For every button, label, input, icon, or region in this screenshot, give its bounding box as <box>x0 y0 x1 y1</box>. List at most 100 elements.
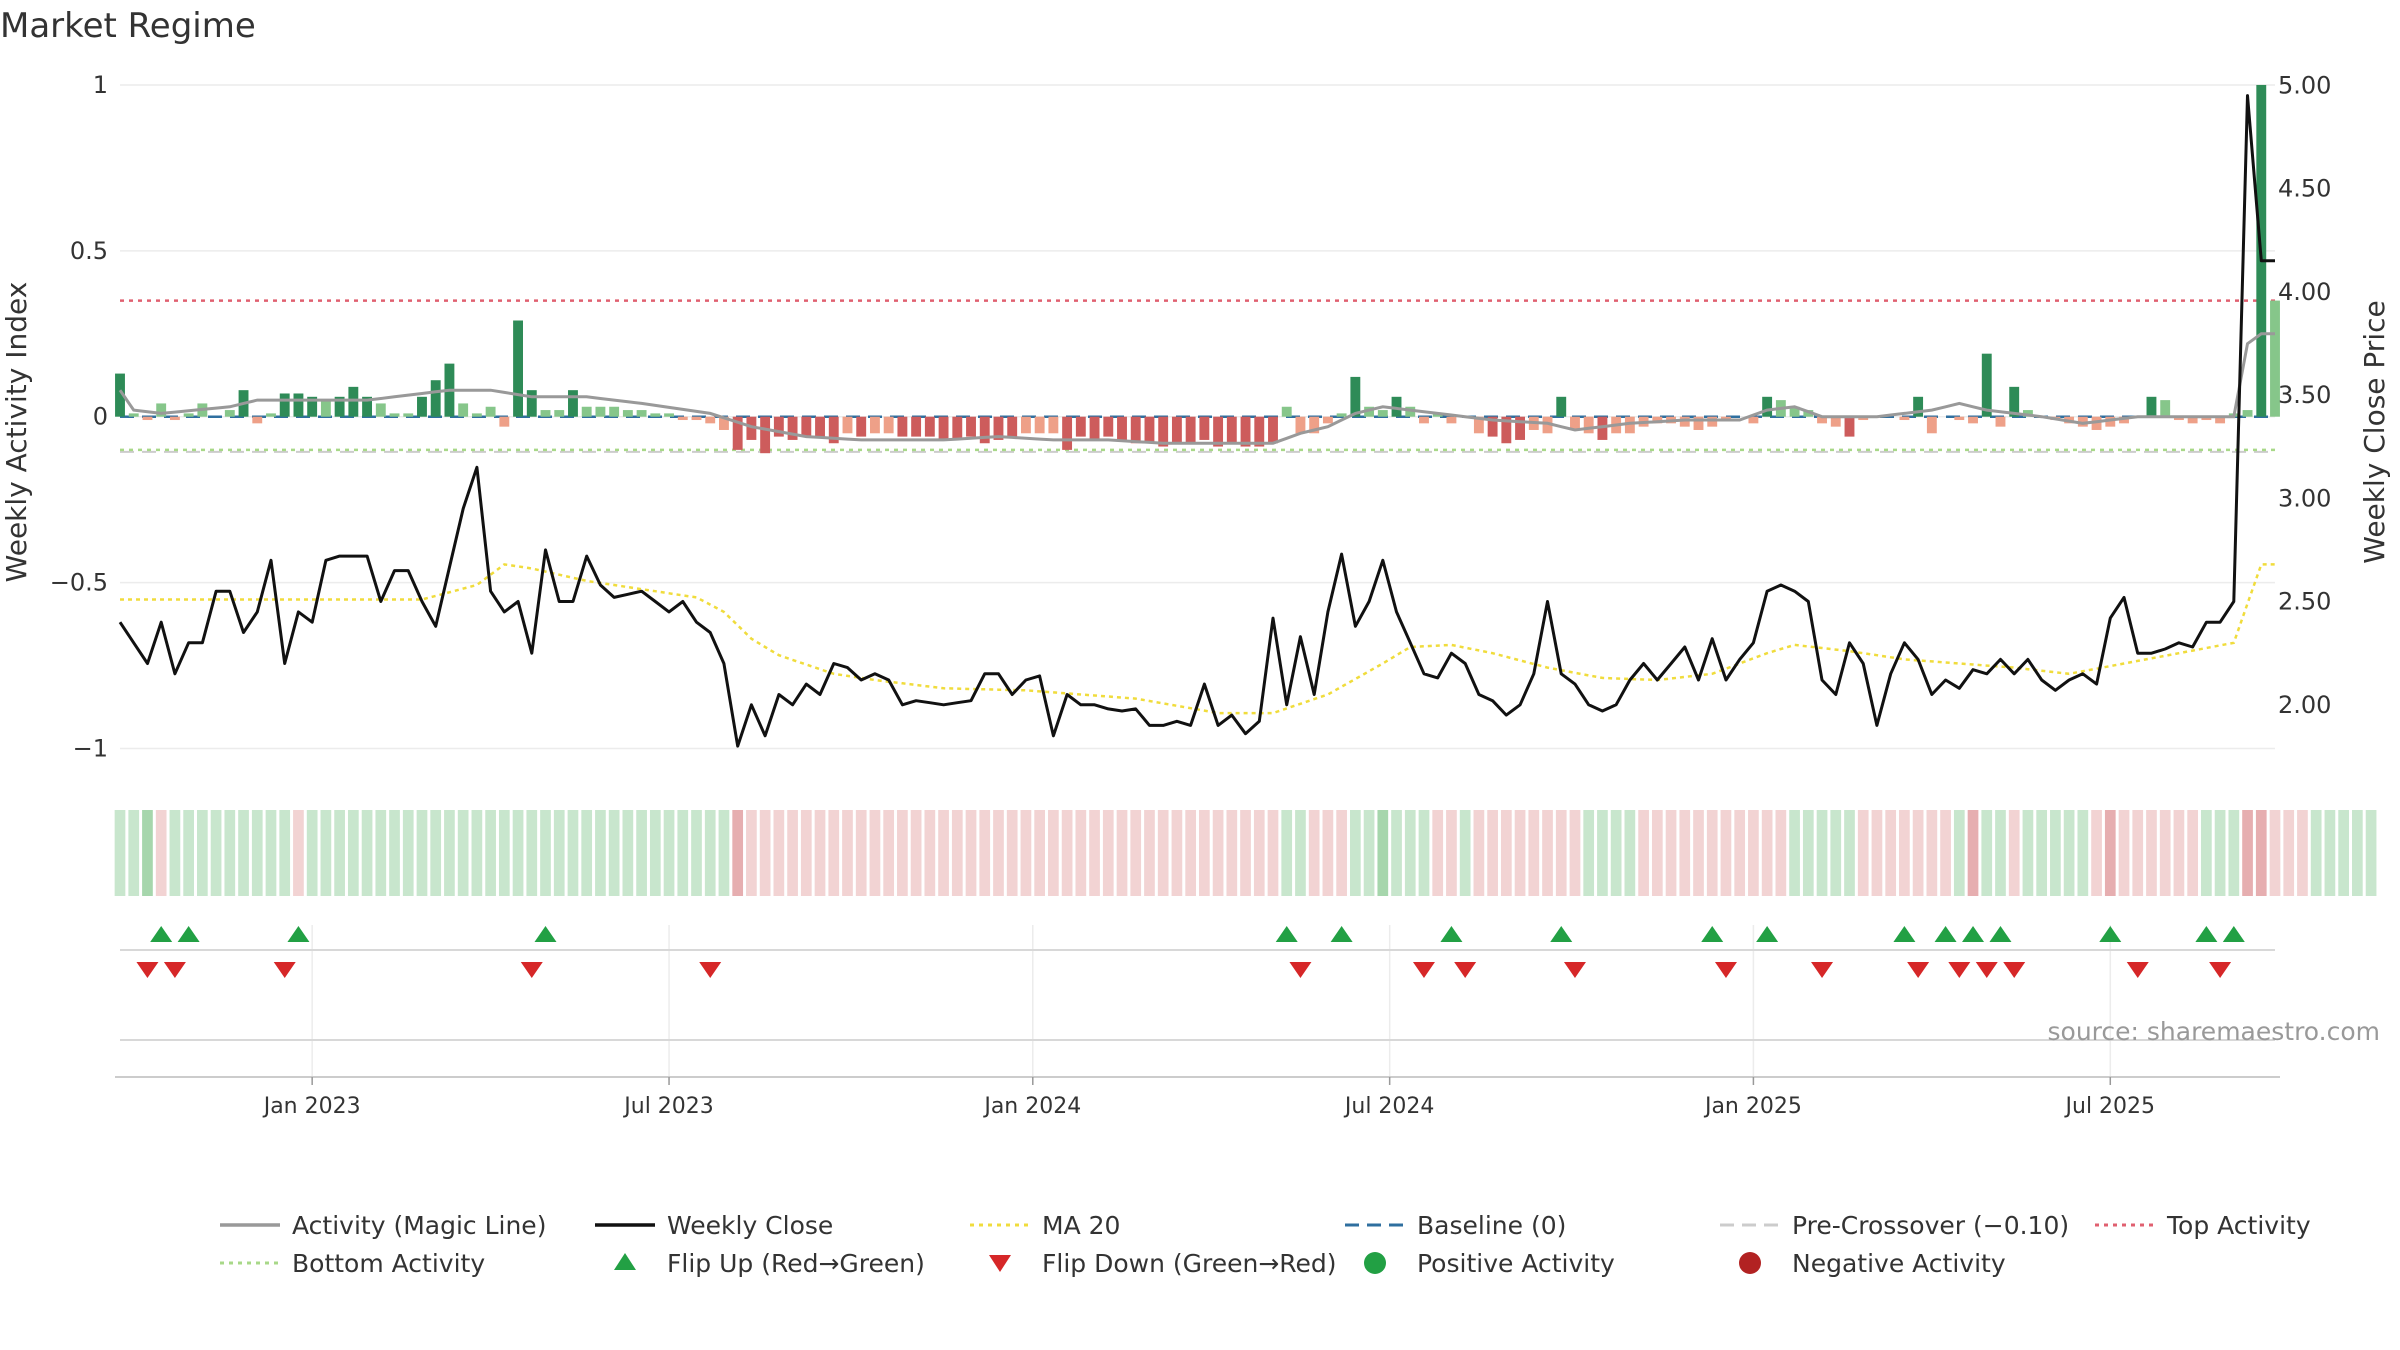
reference-lines <box>120 299 2275 453</box>
activity-bar <box>115 373 125 417</box>
regime-cell <box>1199 810 1210 896</box>
activity-bar <box>1144 416 1155 444</box>
regime-cell <box>704 810 716 896</box>
regime-cell <box>1912 810 1924 896</box>
regime-cell <box>1336 810 1347 896</box>
right-tick-label: 4.50 <box>2278 175 2331 203</box>
flip-up-marker <box>1934 926 1957 942</box>
regime-cell <box>2173 810 2185 896</box>
regime-cell <box>677 810 689 896</box>
regime-cell <box>1116 810 1128 896</box>
regime-cell <box>2050 810 2061 896</box>
activity-bars <box>115 84 2280 454</box>
activity-bar <box>979 416 990 444</box>
regime-cell <box>2255 810 2267 896</box>
legend-label: Top Activity <box>2166 1211 2311 1240</box>
activity-bar <box>2091 416 2102 430</box>
activity-bar <box>1364 406 1375 417</box>
activity-bar <box>183 413 194 417</box>
regime-cell <box>1706 810 1718 896</box>
legend-item: Activity (Magic Line) <box>220 1211 546 1240</box>
activity-bar <box>1954 416 1965 421</box>
activity-bar <box>1350 376 1361 417</box>
regime-cell <box>718 810 730 896</box>
regime-cell <box>2297 810 2308 896</box>
activity-bar <box>938 416 949 440</box>
regime-cell <box>1610 810 1622 896</box>
activity-bar <box>732 416 743 450</box>
activity-bar <box>471 413 482 417</box>
regime-cell <box>759 810 771 896</box>
regime-cell <box>855 810 867 896</box>
activity-bar <box>1570 416 1580 430</box>
activity-bar <box>1171 416 1182 444</box>
legend-label: Negative Activity <box>1792 1249 2006 1278</box>
activity-bar <box>540 410 551 417</box>
activity-bar <box>1473 416 1484 434</box>
regime-cell <box>581 810 593 896</box>
regime-cell <box>375 810 387 896</box>
activity-bar <box>1721 416 1731 421</box>
activity-bar <box>1501 416 1512 444</box>
regime-cell <box>2077 810 2089 896</box>
regime-cell <box>306 810 318 896</box>
flip-down-marker <box>1948 962 1971 978</box>
flip-up-marker <box>287 926 310 942</box>
right-tick-label: 2.50 <box>2278 588 2331 616</box>
regime-cell <box>951 810 963 896</box>
grid-lines <box>120 84 2275 1080</box>
left-tick-label: −1 <box>73 734 108 762</box>
x-tick-label: Jan 2024 <box>982 1094 1081 1119</box>
activity-bar <box>1913 396 1924 417</box>
activity-bar <box>2077 416 2088 427</box>
legend-swatch <box>614 1253 636 1270</box>
flip-up-marker <box>1989 926 2012 942</box>
regime-cell <box>1487 810 1498 896</box>
left-tick-label: 0.5 <box>70 237 108 265</box>
legend-label: Positive Activity <box>1417 1249 1615 1278</box>
regime-cell <box>320 810 332 896</box>
regime-cell <box>2146 810 2157 896</box>
regime-cell <box>965 810 977 896</box>
regime-cell <box>1651 810 1663 896</box>
x-tick-label: Jul 2025 <box>2064 1094 2156 1119</box>
regime-cell <box>773 810 785 896</box>
legend-label: Bottom Activity <box>292 1249 485 1278</box>
legend-label: MA 20 <box>1042 1211 1120 1240</box>
flip-up-marker <box>1893 926 1916 942</box>
activity-bar <box>1830 416 1841 427</box>
activity-bar <box>746 416 757 440</box>
regime-cell <box>1871 810 1883 896</box>
activity-bar <box>1062 416 1073 450</box>
activity-bar <box>430 380 441 417</box>
regime-cell <box>2104 810 2116 896</box>
regime-cell <box>1816 810 1828 896</box>
activity-bar <box>1803 410 1814 417</box>
regime-cell <box>636 810 647 896</box>
activity-bar <box>1446 416 1457 424</box>
activity-bar <box>169 416 180 421</box>
activity-bar <box>1185 416 1196 444</box>
right-y-axis: 5.00 4.50 4.00 3.50 3.00 2.50 2.00 <box>2278 71 2331 718</box>
activity-bar <box>1858 416 1869 421</box>
regime-cell <box>2352 810 2363 896</box>
activity-bar <box>897 416 908 437</box>
legend-item: Flip Up (Red→Green) <box>614 1249 925 1278</box>
activity-bar <box>1817 416 1827 424</box>
activity-bar <box>2270 300 2280 417</box>
regime-cell <box>1171 810 1183 896</box>
regime-cell <box>347 810 359 896</box>
regime-cell <box>1102 810 1114 896</box>
regime-cell <box>1226 810 1238 896</box>
activity-bar <box>1789 406 1800 417</box>
flip-down-marker <box>1907 962 1930 978</box>
regime-cell <box>265 810 277 896</box>
regime-cell <box>567 810 579 896</box>
regime-cell <box>2008 810 2020 896</box>
regime-cell <box>649 810 661 896</box>
activity-magic-line <box>118 332 2275 445</box>
legend-label: Flip Up (Red→Green) <box>667 1249 925 1278</box>
regime-cell <box>1473 810 1485 896</box>
activity-bar <box>417 396 427 417</box>
activity-bar <box>2160 400 2171 417</box>
